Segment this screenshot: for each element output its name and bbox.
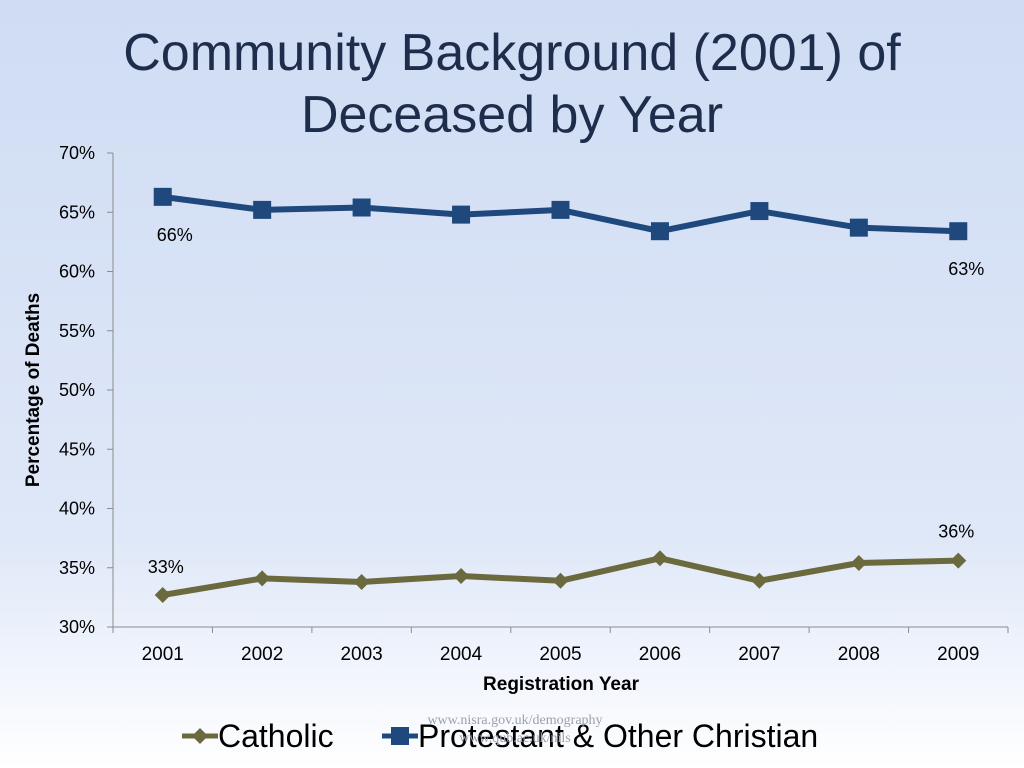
- data-point-catholic: [254, 570, 271, 587]
- x-tick-label: 2004: [440, 644, 483, 665]
- watermark-line-1: www.nisra.gov.uk/demography: [427, 713, 603, 728]
- data-label: 63%: [948, 259, 984, 279]
- data-point-catholic: [950, 552, 967, 569]
- data-point-catholic: [651, 550, 668, 567]
- y-tick-label: 35%: [59, 558, 95, 578]
- data-point-catholic: [751, 572, 768, 589]
- data-point-catholic: [552, 572, 569, 589]
- y-tick-label: 45%: [59, 439, 95, 459]
- data-point-catholic: [453, 568, 470, 585]
- data-point-protestant: [750, 202, 769, 221]
- x-tick-label: 2002: [241, 644, 283, 665]
- legend-label-protestant: Protestant & Other Christian: [418, 718, 818, 754]
- title-line-2: Deceased by Year: [300, 86, 724, 144]
- data-point-protestant: [153, 187, 172, 206]
- data-point-protestant: [949, 222, 968, 241]
- data-point-protestant: [352, 198, 371, 217]
- x-tick-label: 2006: [639, 644, 681, 665]
- y-tick-label: 65%: [59, 202, 95, 222]
- source-watermark: www.nisra.gov.uk/demography www.qub.ac.u…: [405, 712, 625, 748]
- data-point-protestant: [650, 222, 669, 241]
- watermark-line-2: www.qub.ac.uk/nils: [459, 731, 571, 746]
- x-tick-label: 2009: [937, 644, 979, 665]
- y-tick-label: 60%: [59, 262, 95, 282]
- data-point-catholic: [154, 587, 171, 604]
- x-tick-label: 2001: [142, 644, 184, 665]
- data-point-catholic: [353, 573, 370, 590]
- legend-marker-catholic: [192, 728, 208, 744]
- title-line-1: Community Background (2001) of: [123, 24, 901, 82]
- x-axis-title: Registration Year: [483, 674, 640, 695]
- legend-marker-protestant: [391, 727, 409, 745]
- y-tick-label: 30%: [59, 617, 95, 637]
- y-tick-label: 50%: [59, 380, 95, 400]
- data-point-protestant: [551, 200, 570, 219]
- x-tick-label: 2005: [539, 644, 581, 665]
- data-point-protestant: [849, 218, 868, 237]
- data-label: 66%: [157, 225, 193, 245]
- legend-label-catholic: Catholic: [218, 718, 334, 754]
- data-point-protestant: [452, 205, 471, 224]
- data-label: 33%: [148, 557, 184, 577]
- x-tick-label: 2003: [340, 644, 382, 665]
- data-point-protestant: [253, 200, 272, 219]
- data-point-catholic: [850, 555, 867, 572]
- y-tick-label: 55%: [59, 321, 95, 341]
- y-tick-label: 40%: [59, 499, 95, 519]
- y-axis-title: Percentage of Deaths: [23, 293, 44, 487]
- y-tick-label: 70%: [59, 143, 95, 163]
- x-tick-label: 2008: [838, 644, 880, 665]
- slide-title: Community Background (2001) of Deceased …: [0, 22, 1024, 146]
- x-tick-label: 2007: [738, 644, 780, 665]
- data-label: 36%: [938, 522, 974, 542]
